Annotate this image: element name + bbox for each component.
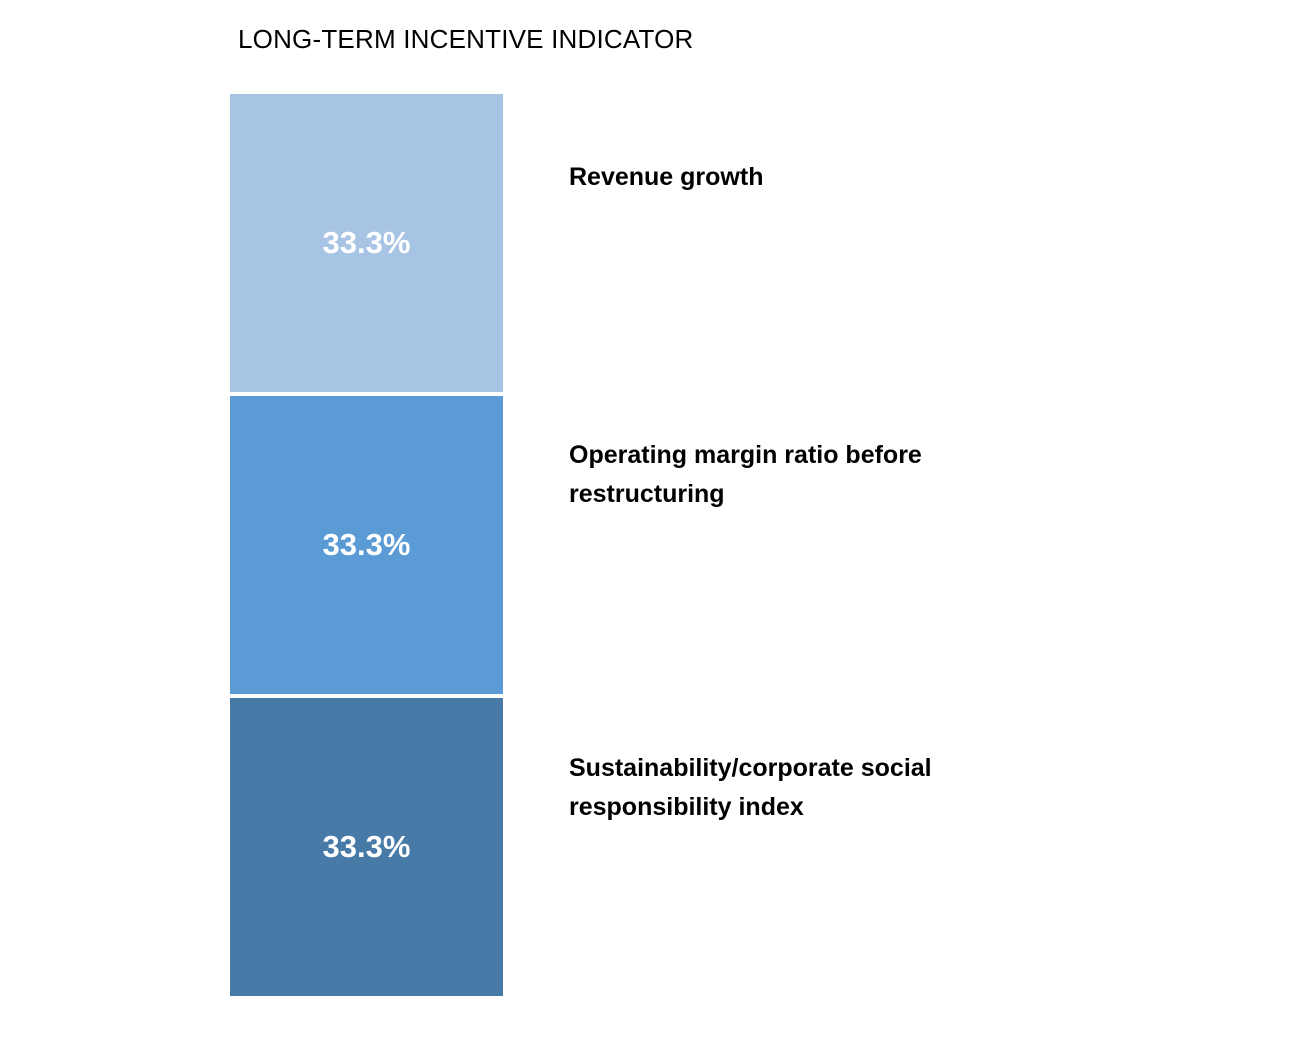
bar-segment-operating-margin: 33.3%	[230, 396, 503, 694]
category-label-operating-margin: Operating margin ratio before restructur…	[569, 441, 922, 508]
segment-value-label: 33.3%	[322, 527, 411, 562]
bar-segment-sustainability: 33.3%	[230, 698, 503, 996]
chart-title: LONG-TERM INCENTIVE INDICATOR	[238, 24, 694, 54]
segment-value-label: 33.3%	[322, 829, 411, 864]
bar-segment-revenue-growth: 33.3%	[230, 94, 503, 392]
category-label-sustainability: Sustainability/corporate social responsi…	[569, 754, 932, 821]
segment-value-label: 33.3%	[322, 225, 411, 260]
category-label-revenue-growth: Revenue growth	[569, 163, 764, 191]
stacked-bar: 33.3% 33.3% 33.3%	[230, 94, 503, 996]
